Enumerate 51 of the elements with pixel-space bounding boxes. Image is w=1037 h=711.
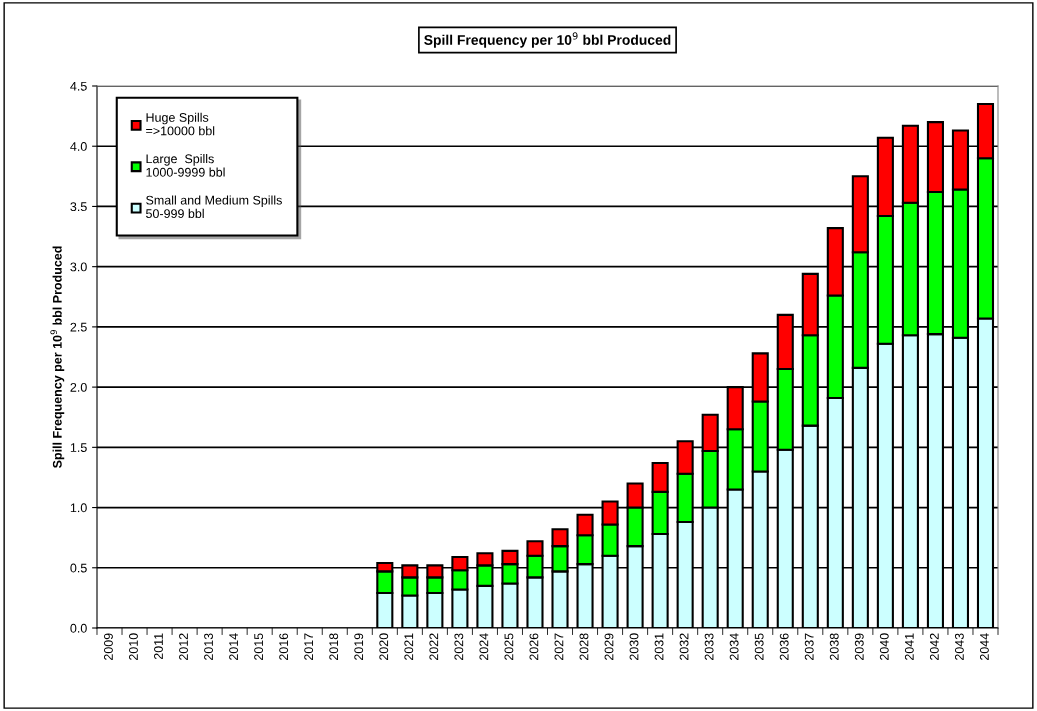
x-tick-label: 2027 bbox=[554, 633, 564, 661]
x-tick-label: 2016 bbox=[279, 633, 289, 661]
x-tick-label: 2038 bbox=[829, 633, 839, 661]
x-tick-label: 2014 bbox=[229, 633, 239, 661]
x-tick-label: 2010 bbox=[129, 633, 138, 661]
x-tick-label: 2017 bbox=[304, 633, 314, 661]
x-tick-label: 2041 bbox=[904, 633, 914, 661]
x-tick-label: 2026 bbox=[529, 633, 539, 661]
x-tick-label: 2033 bbox=[704, 633, 714, 661]
x-tick-label: 2023 bbox=[454, 633, 464, 661]
x-tick-label: 2031 bbox=[654, 633, 664, 661]
legend-label: Large Spills 1000-9999 bbl bbox=[146, 154, 225, 177]
x-tick-label: 2040 bbox=[879, 633, 889, 661]
legend-label: Small and Medium Spills 50-999 bbl bbox=[146, 195, 282, 219]
x-tick-label: 2029 bbox=[604, 633, 614, 661]
y-tick-label: 3.5 bbox=[70, 202, 87, 212]
x-tick-label: 2020 bbox=[379, 633, 389, 661]
chart-title: Spill Frequency per 10$^{9}$ bbl Produced bbox=[424, 32, 671, 48]
x-tick-label: 2012 bbox=[179, 633, 188, 661]
x-tick-label: 2013 bbox=[204, 633, 213, 661]
x-tick-label: 2011 bbox=[154, 633, 163, 660]
x-tick-label: 2032 bbox=[679, 633, 689, 661]
x-tick-label: 2019 bbox=[354, 633, 364, 661]
y-tick-label: 1.0 bbox=[70, 503, 87, 513]
x-tick-label: 2024 bbox=[479, 633, 489, 661]
y-tick-label: 4.5 bbox=[70, 81, 87, 91]
x-tick-label: 2043 bbox=[954, 633, 964, 661]
x-tick-label: 2021 bbox=[404, 633, 414, 661]
x-tick-label: 2015 bbox=[254, 633, 264, 661]
y-tick-label: 0.5 bbox=[70, 563, 87, 573]
y-axis-title: Spill Frequency per 10$^{9}$ bbl Produced bbox=[50, 246, 65, 469]
x-tick-label: 2035 bbox=[754, 633, 764, 661]
x-tick-label: 2025 bbox=[504, 633, 514, 661]
y-tick-label: 2.5 bbox=[70, 322, 87, 332]
x-tick-label: 2036 bbox=[779, 633, 789, 661]
y-tick-label: 4.0 bbox=[70, 142, 87, 151]
x-tick-label: 2037 bbox=[804, 633, 814, 661]
x-tick-label: 2034 bbox=[729, 633, 739, 661]
y-tick-label: 1.5 bbox=[70, 443, 87, 452]
x-tick-label: 2039 bbox=[854, 633, 864, 661]
x-tick-label: 2042 bbox=[929, 633, 939, 661]
legend-label: Huge Spills =>10000 bbl bbox=[146, 112, 215, 136]
x-tick-label: 2009 bbox=[104, 633, 113, 661]
x-tick-label: 2044 bbox=[979, 633, 989, 661]
y-tick-label: 0.0 bbox=[70, 623, 87, 633]
x-tick-label: 2028 bbox=[579, 633, 589, 661]
x-tick-label: 2030 bbox=[629, 633, 639, 661]
x-tick-label: 2018 bbox=[329, 633, 339, 661]
y-tick-label: 2.0 bbox=[70, 382, 87, 392]
x-tick-label: 2022 bbox=[429, 633, 439, 661]
y-tick-label: 3.0 bbox=[70, 262, 87, 272]
